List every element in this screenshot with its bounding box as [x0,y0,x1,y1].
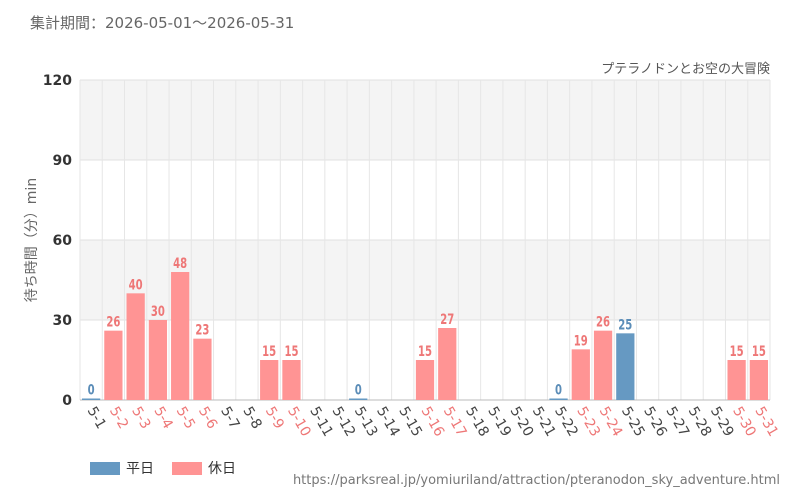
x-tick-label: 5-3 [128,404,153,432]
bar [148,320,168,400]
y-tick-label: 120 [43,73,72,89]
x-tick-label: 5-7 [217,404,242,432]
bar [260,360,279,400]
bar [82,398,101,400]
x-tick-label: 5-4 [150,404,175,432]
bar [616,333,635,400]
chart-title: プテラノドンとお空の大冒険 [601,62,770,77]
y-tick-label: 0 [62,393,72,409]
data-label: 40 [129,276,143,293]
bar [593,330,613,400]
y-axis-label: 待ち時間（分）min [24,178,40,302]
bar [349,398,368,400]
legend-label-holiday: 休日 [208,461,236,477]
legend-item-holiday: 休日 [172,458,236,478]
data-label: 26 [106,313,120,330]
plot-band [80,160,770,240]
bar [171,272,190,400]
data-label: 15 [730,343,744,360]
data-label: 15 [752,343,766,360]
x-tick-label: 5-31 [751,404,781,440]
y-tick-label: 30 [53,313,73,329]
bar [549,398,568,400]
data-label: 15 [262,343,276,360]
x-tick-label: 5-2 [106,404,131,432]
data-label: 48 [173,255,187,272]
data-label: 23 [195,321,209,338]
data-label: 26 [596,313,610,330]
data-label: 15 [284,343,298,360]
data-label: 30 [151,303,165,320]
bar [438,328,457,400]
legend-label-weekday: 平日 [126,461,154,477]
legend-swatch-holiday [172,461,202,475]
x-tick-label: 5-1 [84,404,109,432]
bar [415,360,435,400]
data-label: 0 [355,381,362,398]
legend-swatch-weekday [90,461,120,475]
x-tick-label: 5-5 [173,404,198,432]
y-tick-label: 90 [53,153,73,169]
bar [282,360,301,400]
data-label: 0 [555,381,562,398]
bar [749,360,768,400]
legend-item-weekday: 平日 [90,458,154,478]
source-url: https://parksreal.jp/yomiuriland/attract… [292,473,780,488]
data-label: 27 [440,311,454,328]
bar [727,360,746,400]
x-tick-label: 5-9 [262,404,287,432]
legend: 平日 休日 [90,458,236,478]
page-title: 集計期間：2026-05-01～2026-05-31 [30,14,295,32]
y-tick-label: 60 [53,233,73,249]
data-label: 0 [88,381,95,398]
bar [104,330,123,400]
bar [193,338,212,400]
plot-band [80,80,770,160]
bar [571,349,590,400]
x-tick-label: 5-8 [239,404,264,432]
x-tick-label: 5-6 [195,404,220,432]
bar [126,293,145,400]
plot-band [80,240,770,320]
data-label: 15 [418,343,432,360]
data-label: 25 [618,316,632,333]
data-label: 19 [574,332,588,349]
